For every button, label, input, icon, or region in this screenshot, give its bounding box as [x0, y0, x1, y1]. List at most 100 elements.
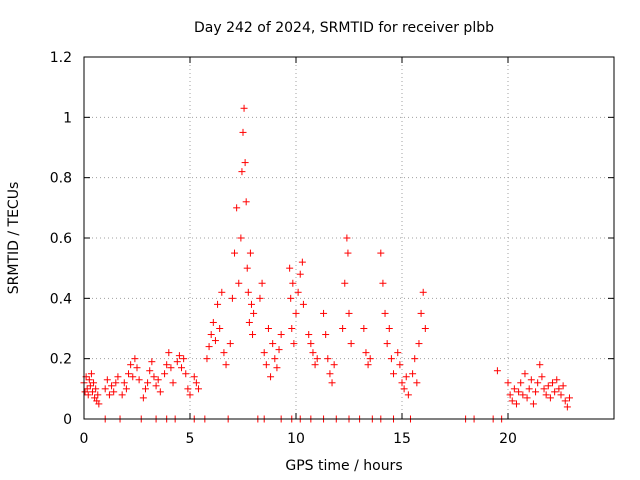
data-point	[192, 379, 200, 387]
data-point	[322, 331, 330, 339]
data-point	[328, 379, 336, 387]
data-point	[258, 279, 266, 287]
data-point	[421, 325, 429, 332]
data-point	[288, 325, 296, 332]
data-point	[387, 355, 395, 363]
x-tick-label: 10	[287, 431, 305, 447]
data-point	[290, 340, 298, 348]
data-point	[271, 355, 279, 363]
data-point	[540, 385, 548, 393]
data-point	[125, 370, 133, 378]
data-point	[398, 379, 406, 387]
data-point	[544, 382, 552, 390]
data-point	[129, 373, 137, 381]
data-point	[112, 379, 120, 387]
data-point	[404, 391, 412, 399]
data-point	[525, 385, 533, 393]
data-point	[559, 382, 567, 390]
data-point	[512, 400, 520, 408]
data-point	[508, 397, 516, 405]
data-point	[504, 379, 512, 387]
y-tick-label: 1.2	[50, 50, 72, 66]
data-point	[517, 379, 525, 387]
data-point	[87, 370, 95, 378]
data-point	[122, 385, 130, 393]
axis-ticks: 0 5 10 15 20 0 0.2 0.4 0.6 0.8 1 1.2	[50, 50, 614, 447]
y-tick-label: 0.4	[50, 291, 72, 307]
data-point	[103, 376, 111, 384]
data-point	[242, 198, 250, 206]
y-tick-label: 0.8	[50, 171, 72, 187]
data-point	[385, 325, 393, 332]
data-point	[245, 318, 253, 326]
data-point	[169, 379, 177, 387]
data-point	[536, 361, 544, 369]
data-point	[419, 288, 427, 296]
data-point	[244, 288, 252, 296]
data-point	[190, 373, 198, 381]
x-tick-label: 5	[186, 431, 195, 447]
data-point	[557, 391, 565, 399]
data-point	[360, 325, 368, 332]
data-point	[175, 352, 183, 360]
data-point	[243, 264, 251, 272]
data-point	[344, 249, 352, 257]
data-point	[150, 373, 158, 381]
data-point	[341, 279, 349, 287]
data-point	[563, 403, 571, 411]
x-axis-label: GPS time / hours	[285, 458, 402, 474]
data-points	[80, 104, 573, 423]
data-point	[211, 337, 219, 345]
data-point	[173, 358, 181, 366]
data-point	[510, 385, 518, 393]
data-point	[286, 264, 294, 272]
data-point	[411, 355, 419, 363]
data-point	[542, 391, 550, 399]
data-point	[292, 309, 300, 317]
data-point	[83, 385, 91, 393]
data-point	[313, 355, 321, 363]
data-point	[207, 331, 215, 339]
data-point	[240, 104, 248, 112]
data-point	[305, 331, 313, 339]
data-point	[553, 376, 561, 384]
data-point	[320, 309, 328, 317]
data-point	[269, 340, 277, 348]
y-tick-label: 0.2	[50, 352, 72, 368]
data-point	[364, 361, 372, 369]
data-point	[152, 382, 160, 390]
data-point	[377, 249, 385, 257]
data-point	[347, 340, 355, 348]
data-point	[298, 258, 306, 266]
y-tick-label: 0.6	[50, 231, 72, 247]
data-point	[95, 400, 103, 408]
data-point	[390, 370, 398, 378]
data-point	[527, 376, 535, 384]
data-point	[88, 388, 96, 396]
data-point	[237, 234, 245, 242]
data-point	[139, 394, 147, 402]
data-point	[379, 279, 387, 287]
data-point	[101, 385, 109, 393]
data-point	[247, 300, 255, 308]
data-point	[275, 346, 283, 354]
data-point	[161, 370, 169, 378]
data-point	[120, 379, 128, 387]
data-point	[118, 391, 126, 399]
data-point	[114, 373, 122, 381]
data-point	[296, 270, 304, 278]
data-point	[105, 391, 113, 399]
data-point	[85, 376, 93, 384]
data-point	[256, 294, 264, 302]
data-point	[127, 361, 135, 369]
data-point	[209, 318, 217, 326]
data-point	[555, 385, 563, 393]
data-point	[343, 234, 351, 242]
data-point	[493, 367, 501, 375]
data-point	[289, 279, 297, 287]
data-point	[205, 343, 213, 351]
data-point	[362, 349, 370, 357]
data-point	[383, 340, 391, 348]
data-point	[110, 388, 118, 396]
data-point	[135, 376, 143, 384]
